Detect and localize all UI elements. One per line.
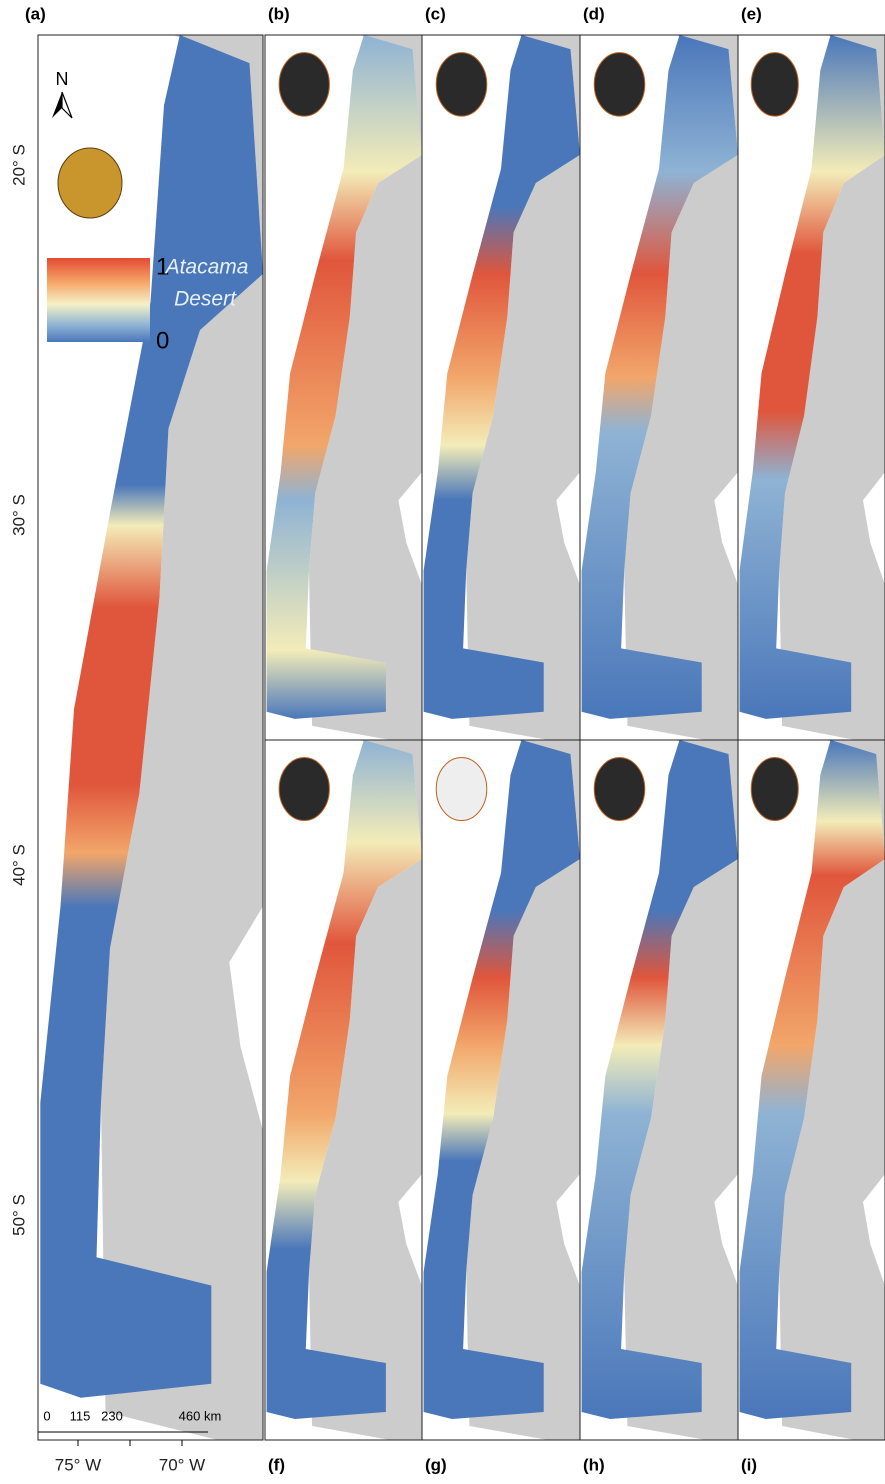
latitude-label: 20° S [9,144,28,186]
map-panel [422,35,580,740]
legend-min: 0 [156,327,169,354]
panel-label: (a) [25,4,46,23]
map-panel [580,740,738,1440]
map-panel [738,740,885,1440]
map-panel [265,740,422,1440]
panel-label: (h) [583,1455,605,1474]
figure: (a) (b) (c) (d) (e) (f) (g) (h) (i) N 1 … [0,0,885,1479]
color-legend [47,258,150,342]
map-panel [422,740,580,1440]
panel-label: (b) [268,4,290,23]
longitude-label: 70° W [159,1455,205,1474]
latitude-label: 50° S [9,1194,28,1236]
map-panels [38,35,885,1446]
beetle-image [751,758,798,821]
panel-label: (c) [425,4,446,23]
panel-label: (i) [741,1455,757,1474]
annotation: Desert [174,288,237,311]
beetle-image [279,53,329,116]
beetle-image [58,148,122,218]
scale-label: 460 km [179,1408,222,1423]
scale-label: 0 [43,1408,50,1423]
page: (a) (b) (c) (d) (e) (f) (g) (h) (i) N 1 … [0,0,885,1484]
map-panel [580,35,738,740]
scale-label: 230 [101,1408,123,1423]
map-panel [738,35,885,740]
beetle-image [436,758,487,821]
annotation: Atacama [164,256,249,279]
map-panel [265,35,422,740]
panel-label: (e) [741,4,762,23]
panel-label: (d) [583,4,605,23]
map-panel [38,35,263,1440]
beetle-image [279,758,329,821]
longitude-label: 75° W [55,1455,101,1474]
beetle-image [594,53,645,116]
north-label: N [56,69,69,89]
latitude-label: 40° S [9,844,28,886]
latitude-label: 30° S [9,494,28,536]
panel-label: (g) [425,1455,447,1474]
beetle-image [594,758,645,821]
beetle-image [751,53,798,116]
panel-label: (f) [268,1455,285,1474]
scale-label: 115 [70,1408,91,1423]
beetle-image [436,53,487,116]
